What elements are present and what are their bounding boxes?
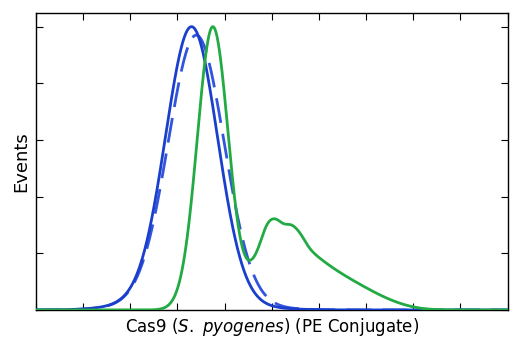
X-axis label: Cas9 ($\mathit{S.\ pyogenes}$) (PE Conjugate): Cas9 ($\mathit{S.\ pyogenes}$) (PE Conju… [125,315,419,337]
Y-axis label: Events: Events [12,131,31,191]
